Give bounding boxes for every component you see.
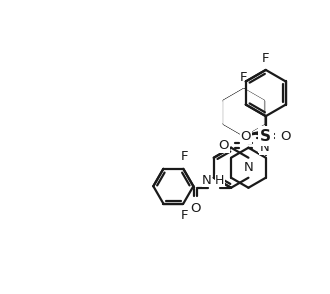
- Text: O: O: [190, 202, 201, 216]
- Text: O: O: [280, 130, 291, 143]
- Text: S: S: [260, 129, 271, 144]
- Text: F: F: [262, 51, 270, 65]
- Text: F: F: [181, 151, 188, 163]
- Text: F: F: [181, 209, 188, 222]
- Polygon shape: [224, 89, 264, 135]
- Text: N: N: [259, 141, 269, 154]
- Text: O: O: [241, 130, 251, 143]
- Text: F: F: [240, 71, 248, 84]
- Text: O: O: [258, 139, 269, 152]
- Text: H: H: [215, 174, 224, 187]
- Text: N: N: [202, 174, 212, 187]
- Text: O: O: [219, 139, 229, 152]
- Text: N: N: [244, 161, 253, 174]
